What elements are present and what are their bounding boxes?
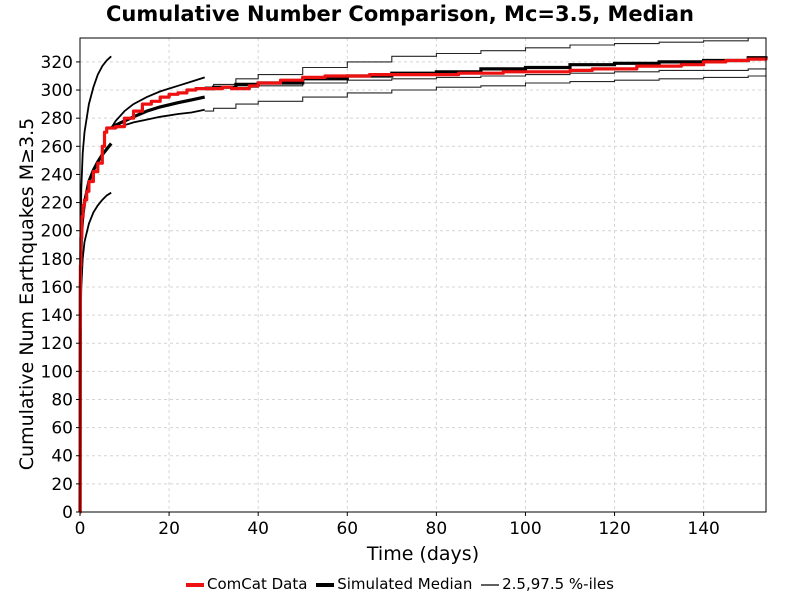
y-tick-label: 120: [41, 334, 73, 354]
percentile-line: [204, 74, 767, 112]
x-tick-label: 100: [509, 519, 541, 539]
y-tick-label: 180: [41, 250, 73, 270]
y-axis-label: Cumulative Num Earthquakes M≥3.5: [16, 117, 38, 471]
y-tick-label: 40: [51, 447, 73, 467]
y-tick-label: 300: [41, 81, 73, 101]
x-tick-label: 60: [336, 519, 358, 539]
series-layer: [78, 37, 768, 514]
y-tick-label: 220: [41, 194, 73, 214]
legend-label-comcat: ComCat Data: [207, 575, 308, 593]
legend-label-median: Simulated Median: [337, 575, 473, 593]
legend-swatch-percentiles: [481, 583, 500, 586]
legend: ComCat Data Simulated Median 2.5,97.5 %-…: [0, 575, 800, 593]
y-tick-label: 320: [41, 53, 73, 73]
axes: [76, 37, 767, 516]
grid-lines: [80, 38, 766, 512]
percentile-line: [204, 67, 767, 88]
chart-title: Cumulative Number Comparison, Mc=3.5, Me…: [106, 2, 694, 26]
y-axis-label-wrap: Cumulative Num Earthquakes M≥3.5: [16, 114, 38, 470]
x-tick-label: 20: [158, 519, 180, 539]
plot-frame: [79, 37, 767, 513]
y-tick-label: 260: [41, 137, 73, 157]
x-tick-label: 140: [687, 519, 719, 539]
percentile-line: [79, 191, 112, 513]
y-tick-label: 20: [51, 475, 73, 495]
y-tick-label: 240: [41, 165, 73, 185]
x-tick-label: 80: [426, 519, 448, 539]
x-tick-label: 120: [598, 519, 630, 539]
legend-item-percentiles: 2.5,97.5 %-iles: [481, 575, 614, 593]
y-tick-label: 80: [51, 390, 73, 410]
y-tick-label: 140: [41, 306, 73, 326]
y-tick-label: 100: [41, 362, 73, 382]
legend-swatch-comcat: [186, 582, 205, 587]
legend-item-median: Simulated Median: [316, 575, 472, 593]
percentile-line: [110, 76, 205, 129]
percentile-line: [79, 55, 112, 513]
tick-labels: 0 20 40 60 80 100 120 140 0 20 40 60 80 100 120 140 160 1…: [41, 53, 720, 539]
y-tick-label: 280: [41, 109, 73, 129]
legend-label-percentiles: 2.5,97.5 %-iles: [502, 575, 614, 593]
y-tick-label: 200: [41, 222, 73, 242]
legend-item-comcat: ComCat Data: [186, 575, 307, 593]
y-tick-label: 60: [51, 419, 73, 439]
median-line: [110, 95, 206, 130]
y-tick-label: 160: [41, 278, 73, 298]
y-tick-label: 0: [62, 503, 73, 523]
x-tick-label: 0: [75, 519, 86, 539]
percentile-line: [204, 37, 766, 88]
x-tick-label: 40: [247, 519, 269, 539]
legend-swatch-median: [316, 582, 335, 587]
x-axis-label: Time (days): [366, 543, 480, 565]
comcat-line: [78, 57, 768, 514]
